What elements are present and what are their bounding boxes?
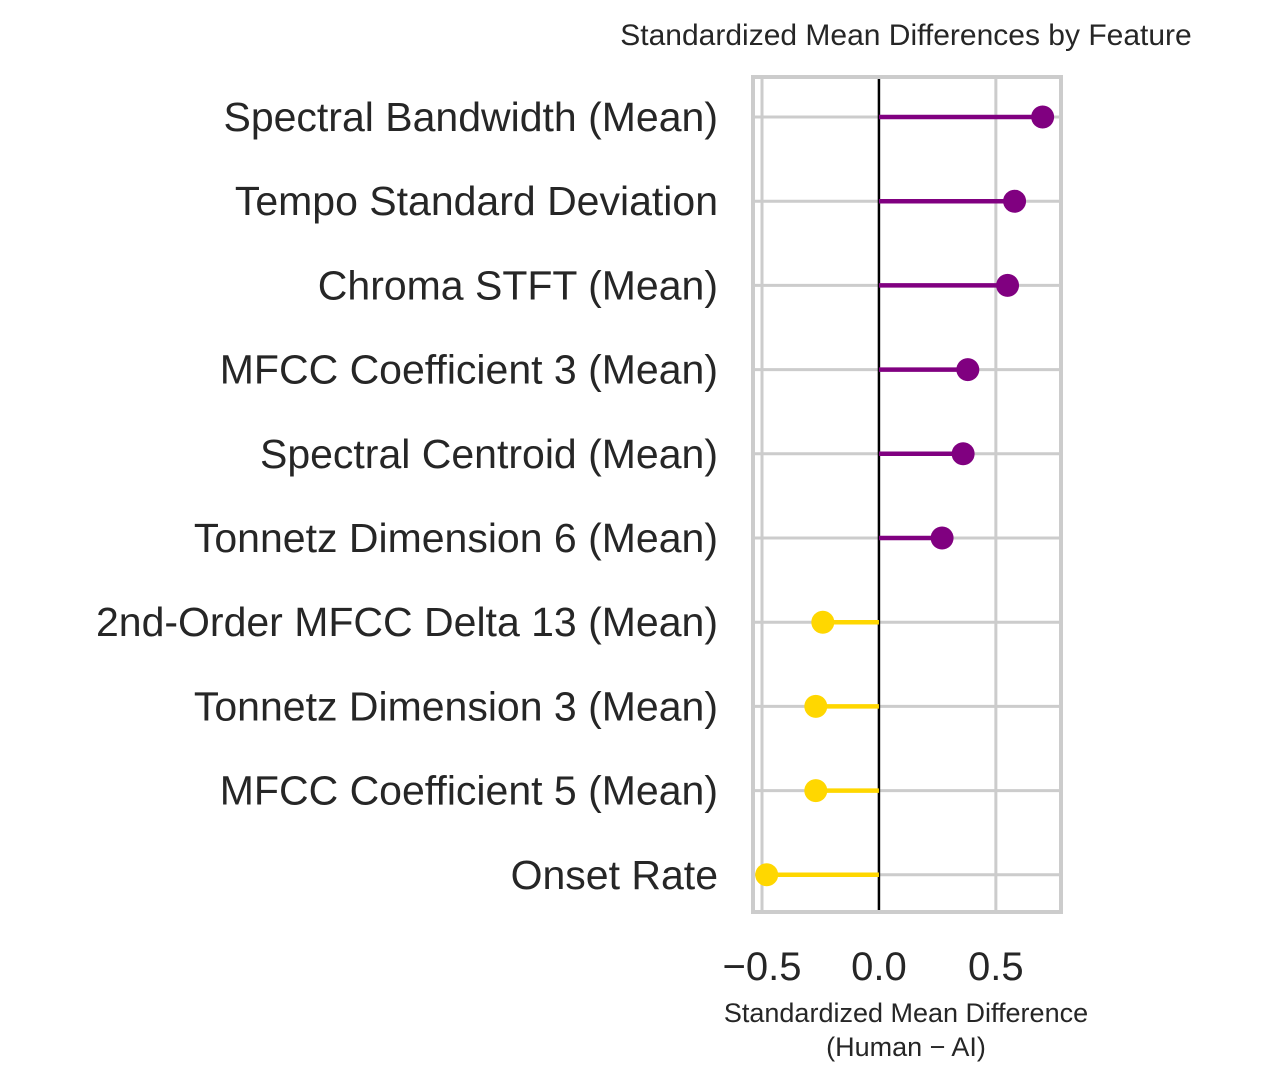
y-tick-label: Tempo Standard Deviation (235, 178, 718, 224)
y-tick-label: MFCC Coefficient 5 (Mean) (220, 768, 718, 814)
lollipop-point (951, 442, 975, 466)
y-tick-label: Onset Rate (511, 852, 718, 898)
y-tick-label: MFCC Coefficient 3 (Mean) (220, 347, 718, 393)
y-tick-label: 2nd-Order MFCC Delta 13 (Mean) (96, 599, 718, 645)
marks-layer (755, 105, 1055, 887)
x-axis-label-secondary: (Human − AI) (826, 1032, 986, 1062)
labels-layer: Spectral Bandwidth (Mean) Tempo Standard … (96, 94, 1024, 989)
y-tick-label: Tonnetz Dimension 6 (Mean) (194, 515, 718, 561)
lollipop-point (930, 526, 954, 550)
x-tick-label: 0.5 (968, 945, 1024, 989)
lollipop-point (755, 863, 779, 887)
y-tick-label: Spectral Centroid (Mean) (260, 431, 718, 477)
lollipop-point (804, 779, 828, 803)
x-axis-label: Standardized Mean Difference (724, 998, 1088, 1028)
lollipop-point (804, 694, 828, 718)
lollipop-point (1003, 189, 1027, 213)
x-tick-label: −0.5 (723, 945, 802, 989)
y-tick-label: Tonnetz Dimension 3 (Mean) (194, 683, 718, 729)
y-tick-label: Chroma STFT (Mean) (318, 262, 718, 308)
y-tick-label: Spectral Bandwidth (Mean) (223, 94, 718, 140)
axes-frame (751, 75, 1063, 914)
lollipop-point (1031, 105, 1055, 129)
chart-title: Standardized Mean Differences by Feature (620, 19, 1191, 52)
lollipop-point (996, 273, 1020, 297)
lollipop-point (811, 610, 835, 634)
lollipop-point (956, 358, 980, 382)
x-tick-label: 0.0 (851, 945, 907, 989)
